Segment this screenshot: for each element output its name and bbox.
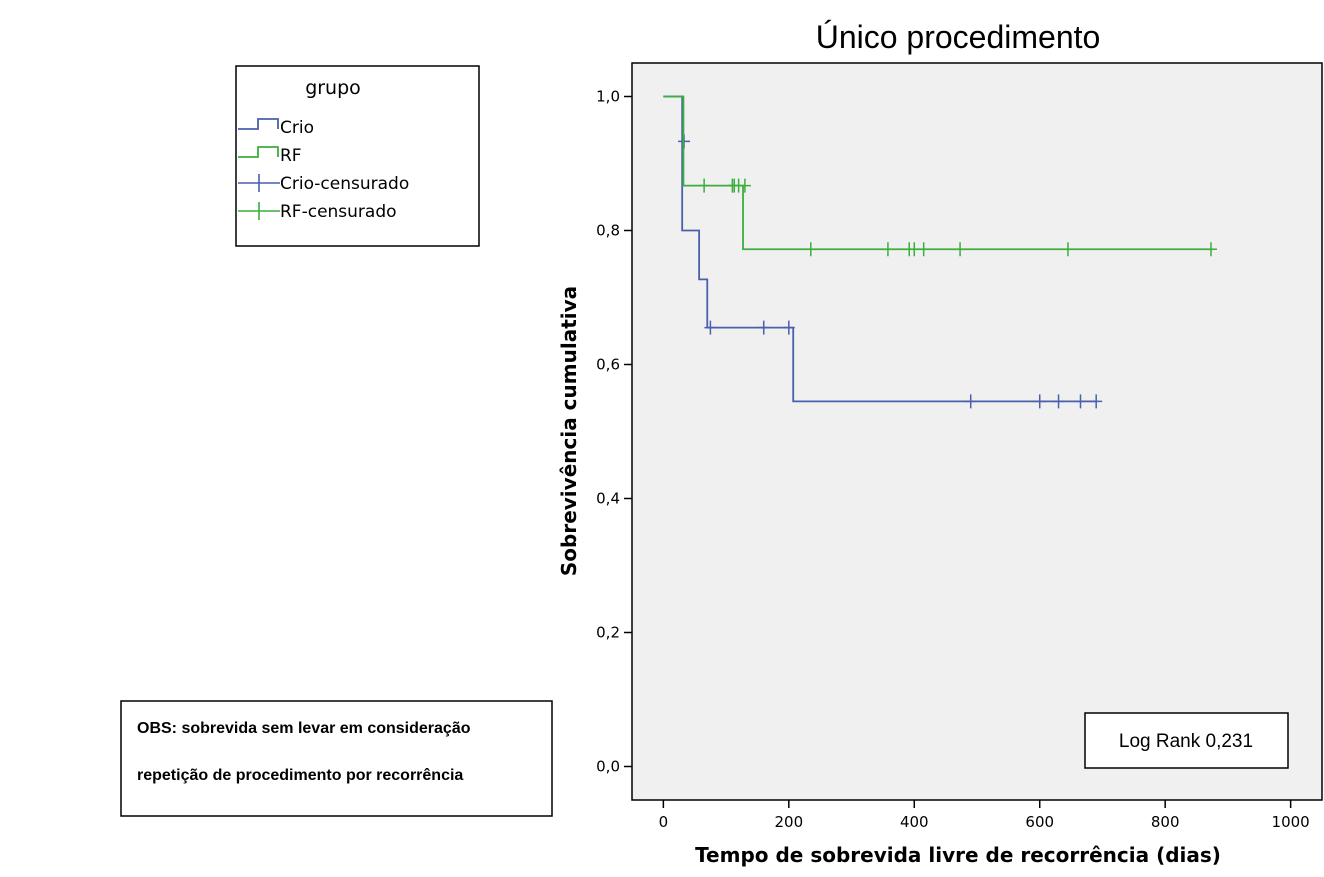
legend-swatch-crio-censurado [238,174,280,192]
censor-mark-rf [954,242,967,257]
legend-swatch-rf [238,146,279,158]
legend-label-crio: Crio [280,118,314,138]
censor-mark-crio [1033,394,1046,409]
series-group [663,95,1217,409]
y-tick-label: 0,0 [596,758,620,776]
x-axis: 0 200 400 600 800 1000 [659,800,1310,831]
x-tick-label: 0 [659,813,669,831]
censor-mark-rf [738,178,751,193]
series-line-crio [663,95,1098,403]
note-line-2: repetição de procedimento por recorrênci… [137,767,463,784]
censor-mark-crio [1052,394,1065,409]
legend-label-rf: RF [280,146,302,166]
y-tick-label: 1,0 [596,88,620,106]
censor-mark-crio [782,320,795,335]
legend-label-crio-censurado: Crio-censurado [280,174,409,194]
censor-mark-crio [964,394,977,409]
legend-swatch-crio [238,118,279,130]
y-tick-label: 0,2 [596,624,620,642]
log-rank-text: Log Rank 0,231 [1119,731,1253,752]
y-tick-label: 0,6 [596,356,620,374]
censor-mark-crio [757,320,770,335]
note-box: OBS: sobrevida sem levar em consideração… [120,700,553,817]
chart-title: Único procedimento [816,19,1101,55]
y-tick-label: 0,4 [596,490,620,508]
series-line-rf [663,95,1213,251]
legend: grupo Crio RF Crio-censurado RF-censurado [235,65,480,247]
y-axis-label: Sobrevivência cumulativa [557,286,581,576]
plot-area [631,62,1323,801]
censor-mark-rf [698,178,711,193]
x-tick-label: 200 [774,813,803,831]
x-axis-label: Tempo de sobrevida livre de recorrência … [695,843,1221,867]
y-tick-label: 0,8 [596,222,620,240]
y-axis: 0,0 0,2 0,4 0,6 0,8 1,0 [596,88,632,776]
censor-mark-rf [917,242,930,257]
x-tick-label: 800 [1151,813,1180,831]
log-rank-box: Log Rank 0,231 [1084,712,1289,769]
censor-mark-crio [704,320,717,335]
censor-mark-crio [1090,394,1103,409]
censor-mark-rf [881,242,894,257]
legend-swatch-rf-censurado [238,202,280,220]
legend-label-rf-censurado: RF-censurado [280,202,397,222]
x-tick-label: 400 [900,813,929,831]
censor-mark-rf [1204,242,1217,257]
note-line-1: OBS: sobrevida sem levar em consideração [137,720,471,737]
censor-mark-rf [804,242,817,257]
censor-mark-rf [1061,242,1074,257]
legend-title: grupo [305,77,361,99]
censor-mark-crio [1074,394,1087,409]
x-tick-label: 600 [1025,813,1054,831]
x-tick-label: 1000 [1272,813,1310,831]
